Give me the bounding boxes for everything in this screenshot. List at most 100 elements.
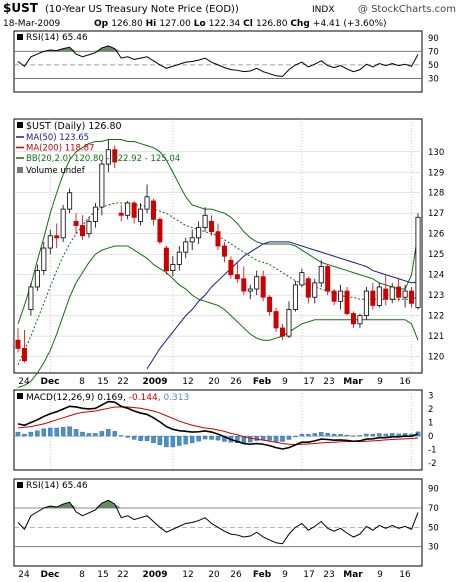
macd-histogram-bar <box>202 435 208 440</box>
macd-histogram-bar <box>151 435 156 444</box>
macd-histogram-bar <box>377 433 382 437</box>
macd-histogram-bar <box>344 434 350 437</box>
candle-body <box>344 290 350 314</box>
rsi-tick-label: 70 <box>428 47 439 57</box>
candle-body <box>247 288 253 292</box>
bottom-x-label: 12 <box>182 570 193 580</box>
macd-histogram-bar <box>286 435 292 440</box>
candle-body <box>273 311 279 329</box>
rsi-legend-swatch <box>17 34 23 40</box>
candle-body <box>338 290 344 302</box>
candle-body <box>67 192 73 210</box>
macd-histogram-bar <box>157 435 163 446</box>
price-tick-label: 129 <box>428 168 444 178</box>
price-x-label: 17 <box>303 377 314 387</box>
macd-histogram-bar <box>131 435 137 440</box>
price-tick-label: 121 <box>428 332 444 342</box>
macd-histogram-bar <box>383 433 388 437</box>
macd-tick-label: -1 <box>428 446 436 456</box>
rsi-line <box>17 45 419 77</box>
price-legend-entry: MA(50) 123.65 <box>26 133 89 143</box>
candle-body <box>47 235 53 249</box>
macd-histogram-bar <box>80 431 85 437</box>
bottom-x-label: 24 <box>18 570 30 580</box>
bottom-x-label: 8 <box>79 570 85 580</box>
bottom-x-label: 17 <box>303 570 314 580</box>
price-tick-label: 120 <box>428 353 444 363</box>
macd-histogram-bar <box>235 435 240 444</box>
price-x-label: 12 <box>182 377 193 387</box>
bottom-x-label: 9 <box>377 570 383 580</box>
candle-body <box>176 251 182 265</box>
price-tick-label: 126 <box>428 230 444 240</box>
candle-body <box>118 212 124 216</box>
price-x-label: Feb <box>253 377 272 387</box>
quote-part: Cl <box>243 19 256 29</box>
rsi-top-frame <box>13 30 423 93</box>
candle-body <box>125 202 131 216</box>
bottom-x-label: Dec <box>41 570 60 580</box>
rsi-legend-swatch <box>17 482 23 488</box>
quote-line: Op 126.80 Hi 127.00 Lo 122.34 Cl 126.80 … <box>94 19 387 29</box>
ma50-line <box>146 241 419 370</box>
macd-histogram-bar <box>267 435 272 441</box>
macd-histogram-bar <box>325 432 330 437</box>
rsi-line <box>17 499 419 545</box>
rsi-bottom-label: RSI(14) 65.46 <box>26 481 88 491</box>
candle-body <box>350 313 356 325</box>
macd-histogram-bar <box>248 435 253 443</box>
macd-histogram-bar <box>112 431 118 437</box>
quote-part: 122.34 <box>209 19 243 29</box>
candle-body <box>331 290 337 302</box>
candle-body <box>202 214 208 228</box>
symbol-name: (10-Year US Treasury Note Price (EOD)) <box>45 4 239 15</box>
price-x-label: Mar <box>343 377 363 387</box>
price-tick-label: 122 <box>428 312 444 322</box>
rsi-bottom-frame <box>13 478 423 567</box>
rsi-overbought-fill <box>18 500 418 508</box>
macd-histogram-bar <box>183 435 188 445</box>
price-tick-label: 123 <box>428 291 444 301</box>
macd-tick-label: 2 <box>428 405 433 415</box>
macd-histogram-bar <box>54 427 59 437</box>
candle-body <box>150 200 156 220</box>
candle-body <box>60 208 66 239</box>
macd-histogram-bar <box>28 431 34 437</box>
price-x-label: 23 <box>323 377 334 387</box>
bottom-x-label: 23 <box>323 570 334 580</box>
macd-label-part: 0.313 <box>163 393 189 403</box>
candle-body <box>15 339 21 349</box>
candle-body <box>415 216 421 308</box>
price-x-label: 22 <box>117 377 128 387</box>
candle-body <box>370 290 376 306</box>
candle-body <box>144 196 150 210</box>
bottom-x-label: Feb <box>253 570 272 580</box>
quote-part: Lo <box>194 19 209 29</box>
candle-body <box>28 286 34 310</box>
macd-histogram-bar <box>106 429 111 437</box>
candle-body <box>318 266 324 284</box>
candle-body <box>183 241 189 253</box>
price-x-label: 20 <box>208 377 220 387</box>
bottom-x-label: 9 <box>282 570 288 580</box>
candle-body <box>209 221 215 233</box>
macd-histogram-bar <box>215 435 221 441</box>
candle-body <box>267 296 273 312</box>
bottom-x-label: 15 <box>97 570 108 580</box>
candle-body <box>292 284 298 310</box>
price-tick-label: 128 <box>428 189 444 199</box>
price-tick-label: 124 <box>428 271 444 281</box>
macd-histogram-bar <box>67 426 72 437</box>
macd-histogram-bar <box>364 433 369 437</box>
candle-body <box>86 221 92 235</box>
price-x-label: 9 <box>377 377 383 387</box>
macd-histogram-bar <box>15 431 21 437</box>
quote-part: Op <box>94 19 111 29</box>
price-legend-title: $UST (Daily) 126.80 <box>26 121 122 132</box>
candle-body <box>260 276 266 298</box>
macd-histogram-bar <box>118 435 124 437</box>
macd-tick-label: 1 <box>428 419 433 429</box>
candle-body <box>215 231 221 247</box>
legend-swatch-price <box>17 122 23 128</box>
macd-histogram-bar <box>338 434 343 437</box>
